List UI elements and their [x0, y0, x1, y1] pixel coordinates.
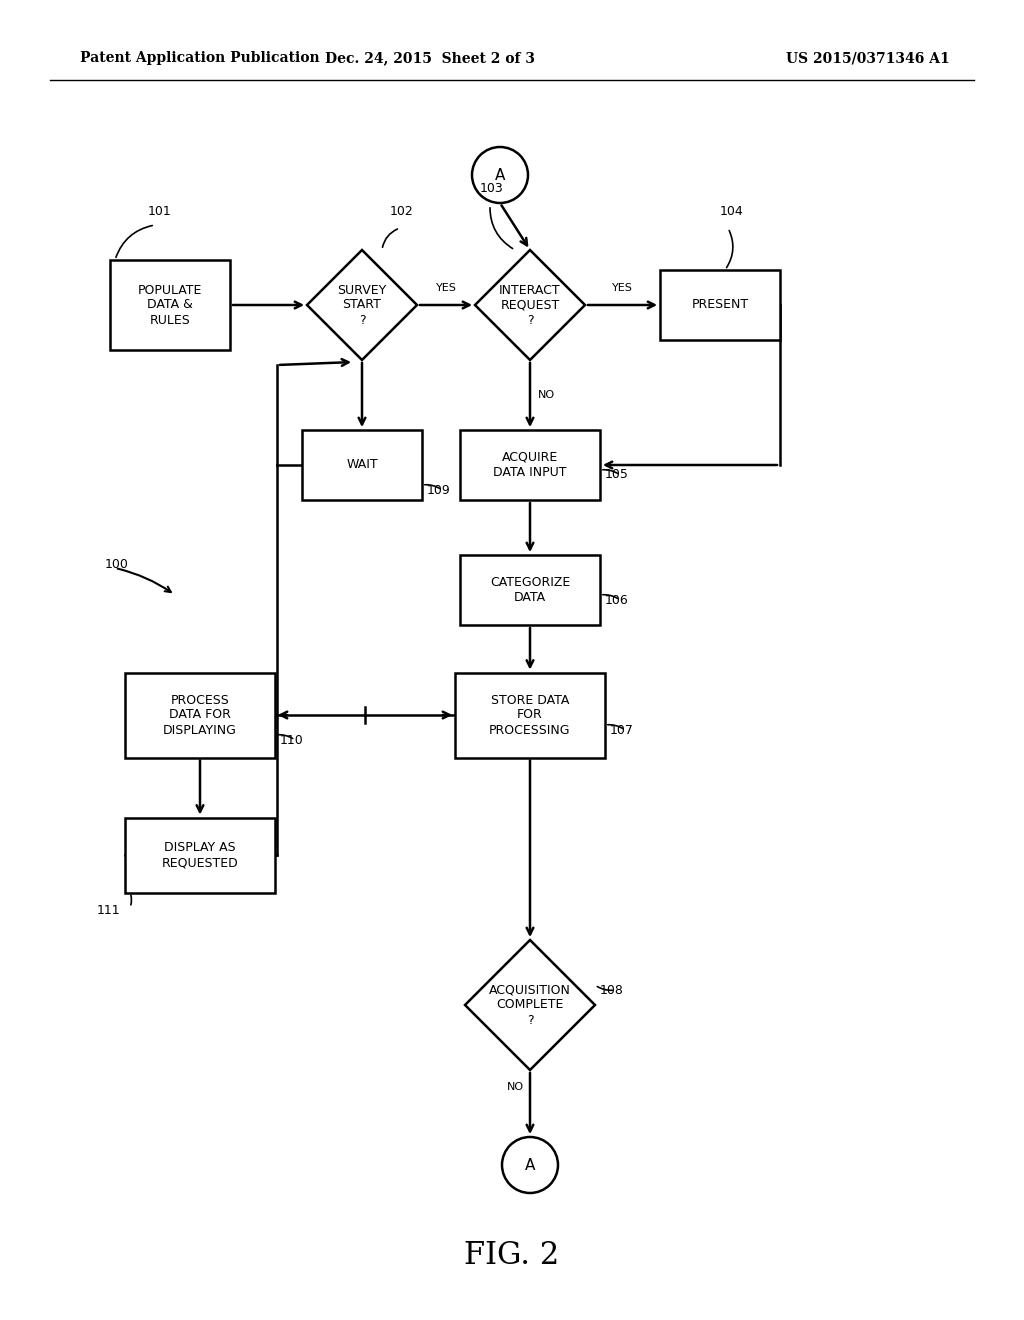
- Text: YES: YES: [435, 282, 457, 293]
- Text: A: A: [495, 168, 505, 182]
- Text: 104: 104: [720, 205, 743, 218]
- Text: 102: 102: [390, 205, 414, 218]
- Bar: [660, 271, 780, 341]
- Text: DISPLAY AS
REQUESTED: DISPLAY AS REQUESTED: [162, 841, 239, 869]
- Polygon shape: [307, 249, 417, 360]
- Text: CATEGORIZE
DATA: CATEGORIZE DATA: [489, 576, 570, 605]
- Text: A: A: [525, 1158, 536, 1172]
- Bar: [460, 430, 600, 500]
- Text: 111: 111: [96, 904, 120, 917]
- Bar: [125, 672, 275, 758]
- Text: 106: 106: [605, 594, 629, 606]
- Text: FIG. 2: FIG. 2: [464, 1239, 560, 1270]
- Text: 105: 105: [605, 469, 629, 482]
- Text: 101: 101: [148, 205, 172, 218]
- Bar: [455, 672, 605, 758]
- Text: INTERACT
REQUEST
?: INTERACT REQUEST ?: [499, 284, 561, 326]
- Text: PRESENT: PRESENT: [691, 298, 749, 312]
- Text: WAIT: WAIT: [346, 458, 378, 471]
- Text: SURVEY
START
?: SURVEY START ?: [337, 284, 387, 326]
- Text: PROCESS
DATA FOR
DISPLAYING: PROCESS DATA FOR DISPLAYING: [163, 693, 237, 737]
- Polygon shape: [465, 940, 595, 1071]
- Bar: [110, 260, 230, 350]
- Text: STORE DATA
FOR
PROCESSING: STORE DATA FOR PROCESSING: [489, 693, 570, 737]
- Bar: [460, 554, 600, 624]
- Text: YES: YES: [612, 282, 633, 293]
- Text: NO: NO: [507, 1082, 523, 1092]
- Text: ACQUISITION
COMPLETE
?: ACQUISITION COMPLETE ?: [489, 983, 571, 1027]
- Circle shape: [472, 147, 528, 203]
- Text: 100: 100: [105, 558, 129, 572]
- Bar: [125, 817, 275, 892]
- Text: POPULATE
DATA &
RULES: POPULATE DATA & RULES: [138, 284, 202, 326]
- Text: Dec. 24, 2015  Sheet 2 of 3: Dec. 24, 2015 Sheet 2 of 3: [325, 51, 535, 65]
- Bar: [302, 430, 422, 500]
- Text: Patent Application Publication: Patent Application Publication: [80, 51, 319, 65]
- Text: 109: 109: [427, 483, 451, 496]
- Text: ACQUIRE
DATA INPUT: ACQUIRE DATA INPUT: [494, 451, 566, 479]
- Polygon shape: [475, 249, 585, 360]
- Circle shape: [502, 1137, 558, 1193]
- Text: 107: 107: [610, 723, 634, 737]
- Text: 110: 110: [280, 734, 304, 747]
- Text: NO: NO: [538, 389, 555, 400]
- Text: 108: 108: [600, 983, 624, 997]
- Text: 103: 103: [480, 182, 504, 195]
- Text: US 2015/0371346 A1: US 2015/0371346 A1: [786, 51, 950, 65]
